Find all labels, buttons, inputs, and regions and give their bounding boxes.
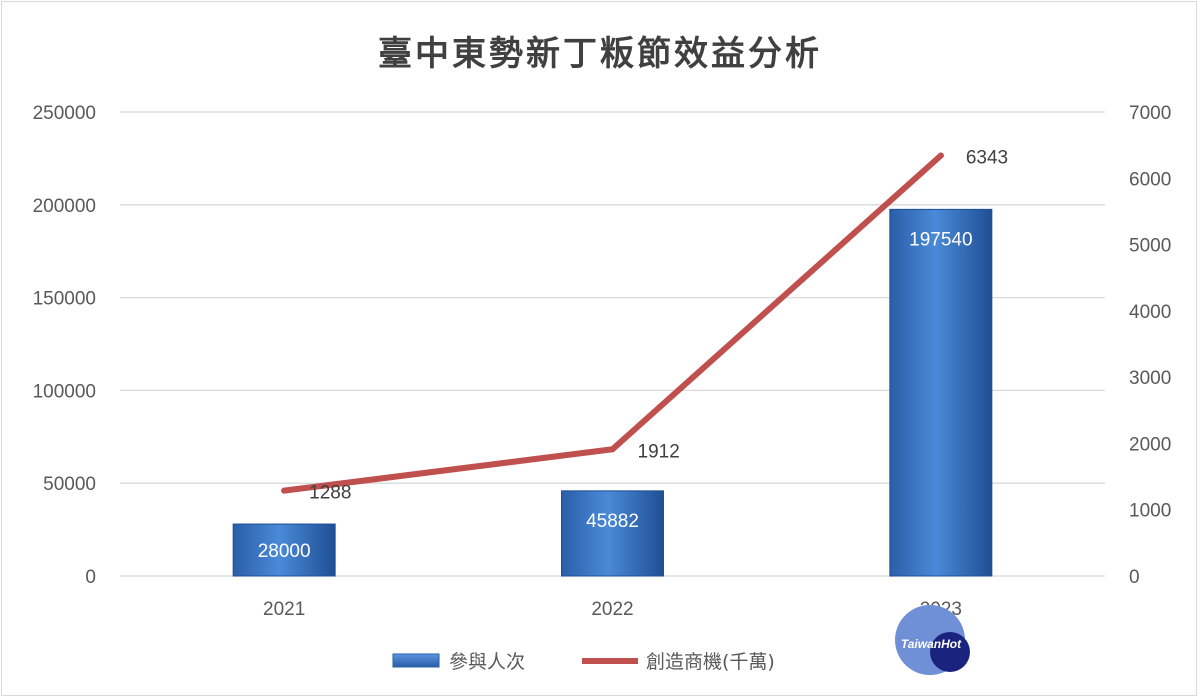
- right-axis-tick-label: 6000: [1129, 169, 1171, 190]
- left-axis-tick-label: 200000: [33, 196, 96, 217]
- chart-title: 臺中東勢新丁粄節效益分析: [378, 34, 822, 74]
- legend-bar-label: 參與人次: [449, 651, 525, 673]
- right-axis-tick-label: 4000: [1129, 302, 1171, 323]
- left-axis-ticks: 0 50000 100000 150000 200000 250000: [33, 103, 96, 588]
- bar-data-label: 28000: [258, 541, 311, 562]
- watermark-dot: [930, 632, 970, 672]
- left-axis-tick-label: 100000: [33, 381, 96, 402]
- legend-line-label: 創造商機(千萬): [646, 651, 775, 673]
- right-axis-tick-label: 3000: [1129, 368, 1171, 389]
- right-axis-tick-label: 0: [1129, 567, 1140, 588]
- bar: [232, 523, 336, 577]
- line-data-label: 6343: [966, 148, 1008, 169]
- right-axis-tick-label: 7000: [1129, 103, 1171, 124]
- legend-bar-swatch: [392, 653, 440, 668]
- category-axis-labels: 202120222023: [263, 599, 962, 620]
- bar-series: 28000 45882 197540: [232, 208, 993, 577]
- line-path: [281, 152, 944, 494]
- left-axis-tick-label: 50000: [43, 474, 96, 495]
- line-point: [937, 152, 944, 159]
- watermark-logo: TaiwanHot: [895, 605, 970, 675]
- line-series: 1288 1912 6343: [281, 148, 1008, 504]
- bar: [561, 490, 664, 577]
- right-axis-ticks: 0 1000 2000 3000 4000 5000 6000 7000: [1129, 103, 1171, 588]
- watermark-text: TaiwanHot: [901, 637, 962, 651]
- line-point: [281, 487, 288, 494]
- left-axis-tick-label: 0: [85, 567, 96, 588]
- left-axis-tick-label: 150000: [33, 289, 96, 310]
- line-data-label: 1288: [309, 483, 351, 504]
- legend: 參與人次 創造商機(千萬): [392, 651, 775, 673]
- line-point: [609, 446, 616, 453]
- bar-data-label: 45882: [586, 511, 639, 532]
- line-data-label: 1912: [638, 441, 680, 462]
- bar: [889, 208, 993, 577]
- left-axis-tick-label: 250000: [33, 103, 96, 124]
- right-axis-tick-label: 1000: [1129, 501, 1171, 522]
- category-label: 2022: [591, 599, 633, 620]
- right-axis-tick-label: 2000: [1129, 434, 1171, 455]
- bar-data-label: 197540: [909, 229, 972, 250]
- right-axis-tick-label: 5000: [1129, 236, 1171, 257]
- category-label: 2021: [263, 599, 305, 620]
